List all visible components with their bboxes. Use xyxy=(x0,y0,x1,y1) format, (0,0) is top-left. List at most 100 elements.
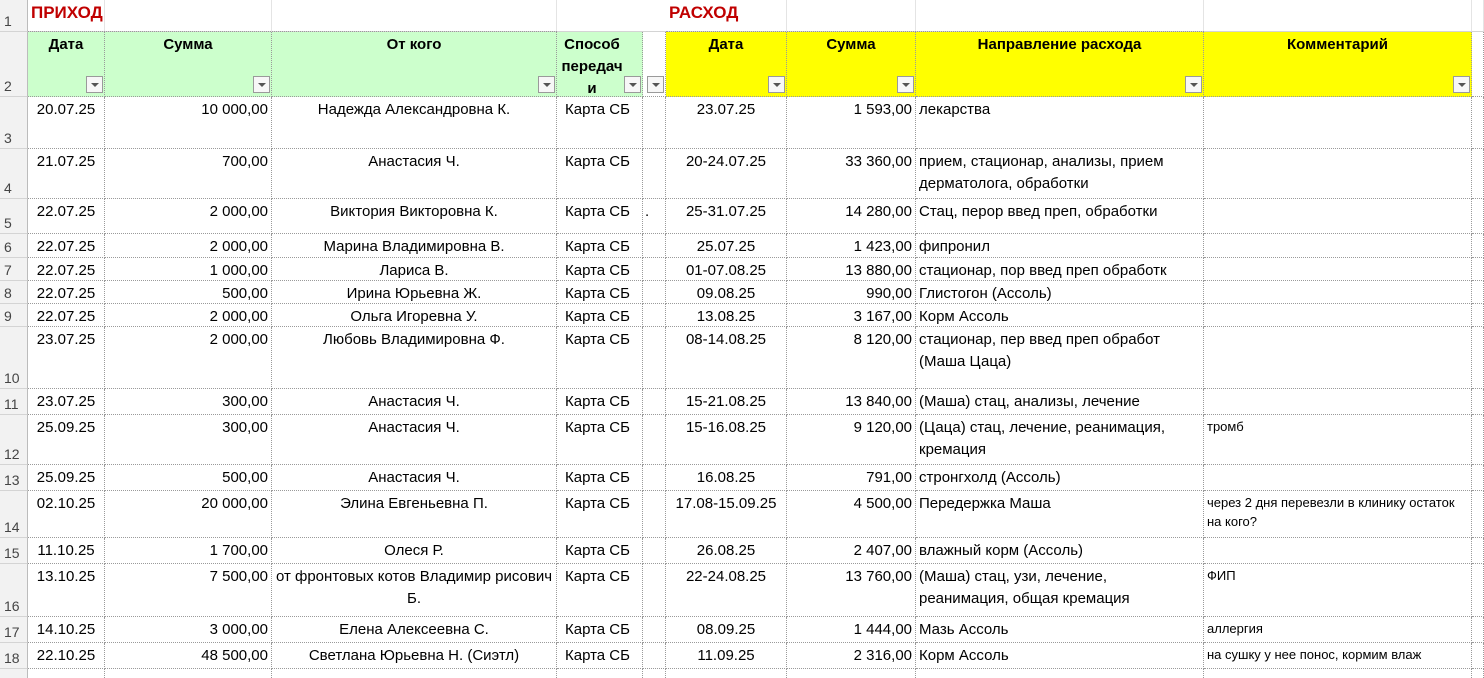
expense-title: РАСХОД xyxy=(666,0,1204,32)
filter-button[interactable] xyxy=(1185,76,1202,93)
income-from: Анастасия Ч. xyxy=(272,389,557,415)
filter-button[interactable] xyxy=(1453,76,1470,93)
income-date: 20.07.25 xyxy=(28,97,105,149)
cell xyxy=(1472,258,1484,281)
income-amount: 7 500,00 xyxy=(105,564,272,617)
income-method: Карта СБ xyxy=(557,199,643,234)
income-amount: 48 500,00 xyxy=(105,643,272,669)
gap-cell xyxy=(643,491,666,538)
gap-cell: . xyxy=(643,199,666,234)
income-method: Карта СБ xyxy=(557,149,643,199)
filter-button[interactable] xyxy=(253,76,270,93)
gap-cell xyxy=(643,281,666,304)
row-header: 12 xyxy=(0,415,28,465)
expense-comment xyxy=(1204,199,1472,234)
income-from: Лариса В. xyxy=(272,258,557,281)
expense-comment xyxy=(1204,281,1472,304)
income-from: Анастасия Ч. xyxy=(272,415,557,465)
row-header xyxy=(0,669,28,678)
income-from: Елена Алексеевна С. xyxy=(272,617,557,643)
row-header: 5 xyxy=(0,199,28,234)
income-method: Карта СБ xyxy=(557,538,643,564)
cell xyxy=(1472,643,1484,669)
income-from: Светлана Юрьевна Н. (Сиэтл) xyxy=(272,643,557,669)
income-amount: 500,00 xyxy=(105,465,272,491)
income-method: Карта СБ xyxy=(557,491,643,538)
income-date: 23.07.25 xyxy=(28,327,105,389)
gap-cell xyxy=(643,564,666,617)
income-from: Марина Владимировна В. xyxy=(272,234,557,258)
income-from: Виктория Викторовна К. xyxy=(272,199,557,234)
gap-cell xyxy=(643,538,666,564)
expense-comment xyxy=(1204,538,1472,564)
expense-date: 25-31.07.25 xyxy=(666,199,787,234)
row-header: 13 xyxy=(0,465,28,491)
income-date: 23.07.25 xyxy=(28,389,105,415)
cell xyxy=(1472,304,1484,327)
expense-direction: Стац, перор введ преп, обработки xyxy=(916,199,1204,234)
filter-button[interactable] xyxy=(768,76,785,93)
expense-comment: на сушку у нее понос, кормим влаж xyxy=(1204,643,1472,669)
income-amount: 1 700,00 xyxy=(105,538,272,564)
row-header: 3 xyxy=(0,97,28,149)
gap-cell xyxy=(643,234,666,258)
cell xyxy=(1472,281,1484,304)
expense-amount: 3 167,00 xyxy=(787,304,916,327)
row-header: 1 xyxy=(0,0,28,32)
expense-date: 01-07.08.25 xyxy=(666,258,787,281)
income-date: 22.07.25 xyxy=(28,281,105,304)
income-amount: 300,00 xyxy=(105,389,272,415)
row-header: 15 xyxy=(0,538,28,564)
income-amount: 20 000,00 xyxy=(105,491,272,538)
filter-button[interactable] xyxy=(624,76,641,93)
expense-direction: стационар, пор введ преп обработк xyxy=(916,258,1204,281)
income-date: 11.10.25 xyxy=(28,538,105,564)
filter-button[interactable] xyxy=(538,76,555,93)
expense-comment xyxy=(1204,327,1472,389)
income-date: 02.10.25 xyxy=(28,491,105,538)
expense-comment: тромб xyxy=(1204,415,1472,465)
cell xyxy=(272,669,557,678)
income-date: 22.07.25 xyxy=(28,258,105,281)
cell xyxy=(105,669,272,678)
row-header: 18 xyxy=(0,643,28,669)
expense-direction: влажный корм (Ассоль) xyxy=(916,538,1204,564)
filter-button[interactable] xyxy=(647,76,664,93)
cell xyxy=(666,669,787,678)
expense-direction: Корм Ассоль xyxy=(916,304,1204,327)
expense-date: 23.07.25 xyxy=(666,97,787,149)
cell xyxy=(1472,669,1484,678)
expense-date: 26.08.25 xyxy=(666,538,787,564)
expense-amount: 4 500,00 xyxy=(787,491,916,538)
income-amount: 10 000,00 xyxy=(105,97,272,149)
income-method: Карта СБ xyxy=(557,617,643,643)
expense-comment xyxy=(1204,304,1472,327)
row-header: 2 xyxy=(0,32,28,97)
cell xyxy=(557,0,643,32)
expense-amount: 1 444,00 xyxy=(787,617,916,643)
income-method: Карта СБ xyxy=(557,564,643,617)
gap-cell xyxy=(643,617,666,643)
row-header: 9 xyxy=(0,304,28,327)
expense-comment: через 2 дня перевезли в клинику остаток … xyxy=(1204,491,1472,538)
expense-date: 13.08.25 xyxy=(666,304,787,327)
filter-button[interactable] xyxy=(86,76,103,93)
income-method: Карта СБ xyxy=(557,304,643,327)
row-header: 10 xyxy=(0,327,28,389)
gap-cell xyxy=(643,327,666,389)
cell xyxy=(1472,199,1484,234)
expense-comment xyxy=(1204,465,1472,491)
income-date: 21.07.25 xyxy=(28,149,105,199)
income-method: Карта СБ xyxy=(557,415,643,465)
expense-amount: 2 316,00 xyxy=(787,643,916,669)
income-amount: 300,00 xyxy=(105,415,272,465)
expense-date: 25.07.25 xyxy=(666,234,787,258)
column-header: Направление расхода xyxy=(916,32,1204,97)
column-header: Комментарий xyxy=(1204,32,1472,97)
income-amount: 500,00 xyxy=(105,281,272,304)
filter-button[interactable] xyxy=(897,76,914,93)
income-method: Карта СБ xyxy=(557,643,643,669)
income-from: Ирина Юрьевна Ж. xyxy=(272,281,557,304)
income-from: Олеся Р. xyxy=(272,538,557,564)
row-header: 8 xyxy=(0,281,28,304)
